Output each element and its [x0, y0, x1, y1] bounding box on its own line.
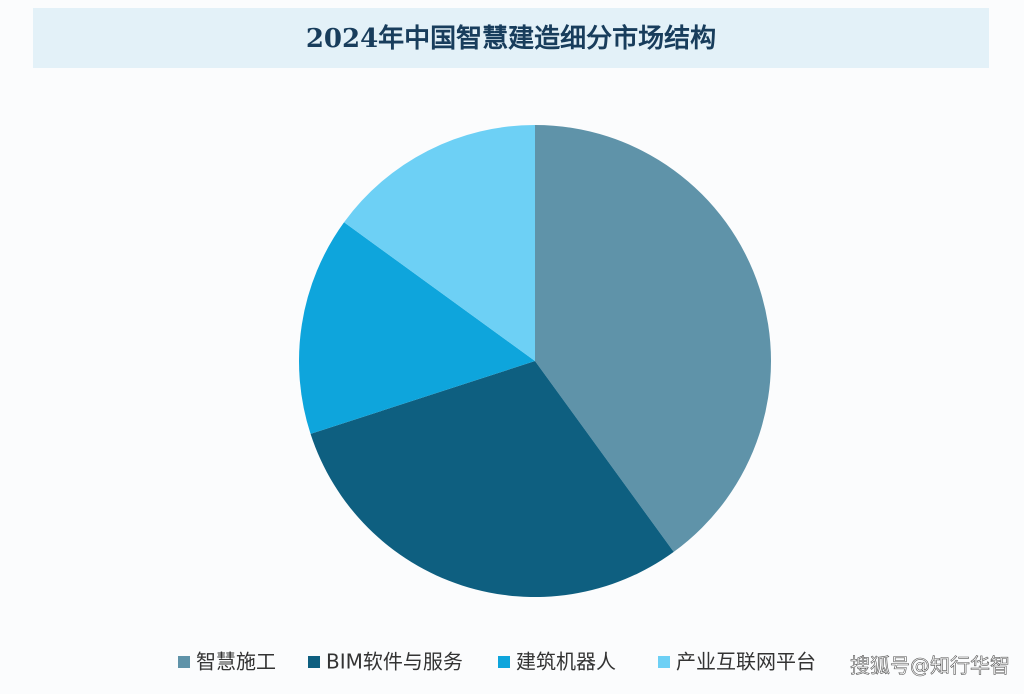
- legend-label: 智慧施工: [196, 650, 276, 674]
- legend-swatch: [658, 656, 670, 668]
- pie-slice: [535, 125, 772, 552]
- watermark: 搜狐号@知行华智: [850, 654, 1010, 678]
- legend-swatch: [178, 656, 190, 668]
- pie-slice: [344, 125, 535, 361]
- legend-swatch: [498, 656, 510, 668]
- chart-title: 2024年中国智慧建造细分市场结构: [306, 23, 716, 54]
- legend-label: BIM软件与服务: [326, 650, 463, 674]
- legend-label: 产业互联网平台: [676, 650, 816, 674]
- pie-slice: [299, 222, 535, 434]
- legend-label: 建筑机器人: [516, 650, 616, 674]
- pie-slice: [310, 361, 674, 598]
- title-band: [33, 8, 989, 68]
- legend-swatch: [308, 656, 320, 668]
